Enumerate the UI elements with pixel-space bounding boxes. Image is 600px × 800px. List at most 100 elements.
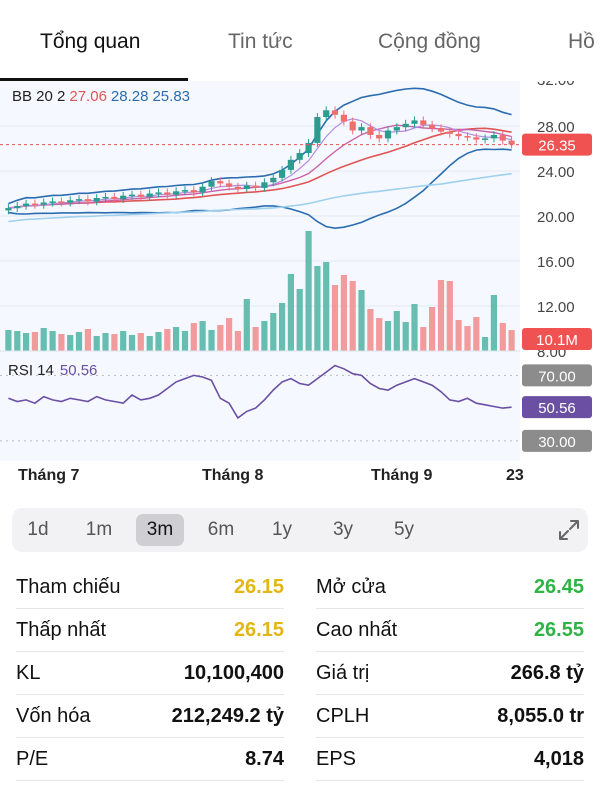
range-5y-button[interactable]: 5y: [393, 519, 415, 540]
candle-body: [384, 130, 392, 139]
volume-bar: [208, 330, 215, 351]
volume-bar: [75, 332, 83, 351]
range-1y-button[interactable]: 1y: [271, 519, 293, 540]
candle-body: [181, 190, 189, 192]
candle-body: [358, 127, 365, 131]
volume-bar: [243, 299, 250, 351]
candle-body: [234, 186, 241, 189]
volume-bar: [146, 336, 153, 351]
volume-bar: [473, 317, 480, 351]
volume-bar: [137, 333, 144, 351]
candle-body: [164, 192, 171, 195]
volume-bar: [234, 331, 241, 351]
candle-body: [376, 135, 383, 139]
candle-body: [14, 205, 21, 209]
stat-volume: KL 10,100,400: [16, 652, 284, 695]
tab-community[interactable]: Cộng đồng: [378, 30, 481, 53]
volume-bar: [305, 231, 312, 351]
price-axis-tick: 12.00: [537, 299, 575, 316]
volume-bar: [5, 330, 12, 351]
stat-shares-outstanding: CPLH 8,055.0 tr: [316, 695, 584, 738]
volume-bar: [111, 334, 118, 351]
volume-bar: [393, 311, 400, 351]
price-chart[interactable]: RSI 14 50.56 70.00 30.00 50.56 28.00 24.00 20.…: [0, 81, 600, 461]
candle-body: [499, 135, 506, 141]
volume-bar: [173, 327, 180, 351]
bollinger-lower-line: [8, 148, 512, 230]
volume-bar: [199, 321, 206, 351]
range-1d-button[interactable]: 1d: [27, 519, 49, 540]
candle-body: [146, 193, 153, 197]
bb-legend-middle: 28.28: [111, 88, 149, 105]
candle-body: [305, 142, 312, 153]
volume-bar: [217, 325, 224, 351]
volume-bar: [84, 329, 91, 351]
volume-bar: [40, 328, 47, 351]
volume-bar: [296, 289, 303, 351]
volume-bar: [411, 304, 418, 351]
candle-body: [67, 200, 74, 203]
stat-reference-price: Tham chiếu 26.15: [16, 566, 284, 609]
candle-body: [508, 140, 515, 145]
range-1m-button[interactable]: 1m: [85, 519, 113, 540]
rsi-legend-name: RSI 14: [8, 362, 54, 379]
top-tabs: Tổng quan Tin tức Cộng đồng Hồ: [0, 0, 600, 81]
long-ma-line: [8, 172, 512, 223]
candle-body: [296, 153, 303, 160]
volume-bar: [14, 331, 21, 351]
range-selector: 1d 1m 3m 6m 1y 3y 5y: [12, 508, 588, 552]
volume-bar: [340, 275, 347, 351]
x-label-september: Tháng 9: [371, 467, 433, 484]
volume-bar: [181, 331, 189, 351]
volume-bar: [402, 322, 409, 351]
candle-body: [490, 135, 497, 139]
candle-body: [287, 159, 294, 170]
candle-body: [464, 136, 471, 138]
volume-bar: [420, 327, 427, 351]
candle-body: [455, 133, 462, 137]
expand-icon[interactable]: [557, 518, 581, 542]
candle-body: [190, 190, 197, 193]
tab-news[interactable]: Tin tức: [228, 30, 293, 53]
stat-trade-value: Giá trị 266.8 tỷ: [316, 652, 584, 695]
volume-bar: [358, 290, 365, 351]
rsi-legend: RSI 14 50.56: [8, 362, 97, 379]
candle-body: [58, 201, 65, 203]
volume-bar: [376, 318, 383, 351]
volume-label: 10.1M: [536, 332, 578, 349]
volume-bar: [464, 326, 471, 351]
chart-canvas[interactable]: RSI 14 50.56 70.00 30.00 50.56 28.00 24.00 20.…: [0, 81, 600, 461]
tab-more[interactable]: Hồ: [568, 30, 595, 53]
stat-open-price: Mở cửa 26.45: [316, 566, 584, 609]
volume-bar: [384, 321, 392, 351]
volume-bar: [93, 336, 100, 351]
rsi-level-badge: [522, 429, 592, 452]
stat-high-price: Cao nhất 26.55: [316, 609, 584, 652]
candle-body: [217, 181, 224, 184]
volume-bar: [490, 295, 497, 351]
volume-bar: [128, 335, 136, 351]
candle-body: [128, 194, 136, 197]
candle-body: [349, 121, 356, 131]
rsi-value-badge: [522, 396, 592, 419]
bb-legend: BB 20 2 27.06 28.28 25.83: [12, 88, 190, 105]
volume-bar: [49, 331, 56, 351]
volume-bar: [482, 337, 489, 351]
candle-body: [226, 183, 233, 187]
tab-overview[interactable]: Tổng quan: [40, 30, 141, 53]
volume-bar: [190, 323, 197, 351]
price-axis-tick: 24.00: [537, 164, 575, 181]
ma5-line: [8, 118, 512, 209]
candle-body: [429, 124, 436, 129]
candle-body: [323, 110, 330, 117]
range-6m-button[interactable]: 6m: [207, 519, 235, 540]
candle-body: [411, 120, 418, 124]
volume-bar: [270, 313, 277, 351]
volume-bar: [252, 327, 259, 351]
candle-body: [340, 114, 347, 122]
volume-bar: [67, 335, 74, 351]
range-3y-button[interactable]: 3y: [332, 519, 354, 540]
rsi-line: [8, 364, 512, 420]
volume-bar: [314, 266, 321, 351]
range-3m-button[interactable]: 3m: [136, 514, 184, 546]
